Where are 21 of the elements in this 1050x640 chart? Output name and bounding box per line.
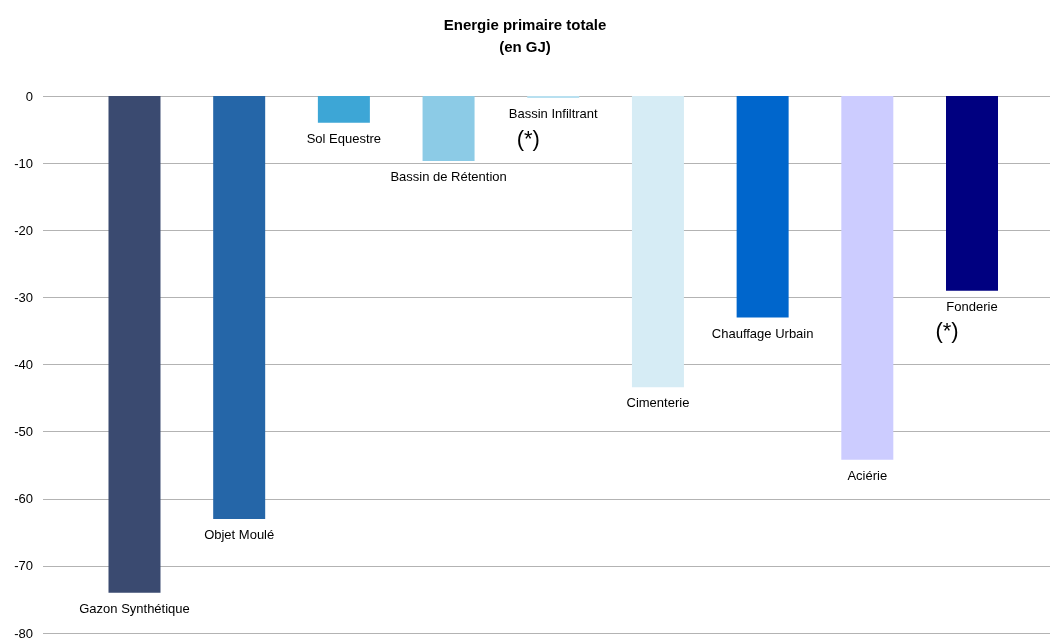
y-tick-label: -30	[14, 289, 33, 305]
annotation: (*)	[935, 318, 959, 344]
data-label: Aciérie	[847, 467, 888, 483]
y-tick-label: -20	[14, 222, 33, 238]
y-tick-label: -70	[14, 558, 33, 574]
y-tick-label: -80	[14, 625, 33, 640]
y-tick-label: -50	[14, 424, 33, 440]
y-tick-label: -10	[14, 155, 33, 171]
annotation: (*)	[516, 125, 540, 151]
data-label: Objet Moulé	[204, 526, 275, 542]
data-label: Fonderie	[946, 298, 998, 314]
data-label: Bassin de Rétention	[390, 169, 507, 185]
data-label: Sol Equestre	[306, 130, 382, 146]
y-tick-label: 0	[25, 88, 33, 104]
chart-title: Energie primaire totale (en GJ)	[443, 15, 607, 55]
data-label: Cimenterie	[626, 395, 690, 411]
data-label: Bassin Infiltrant	[508, 106, 599, 122]
data-label: Chauffage Urbain	[711, 325, 814, 341]
y-tick-label: -60	[14, 491, 33, 507]
y-tick-label: -40	[14, 357, 33, 372]
data-label: Gazon Synthétique	[79, 600, 190, 616]
